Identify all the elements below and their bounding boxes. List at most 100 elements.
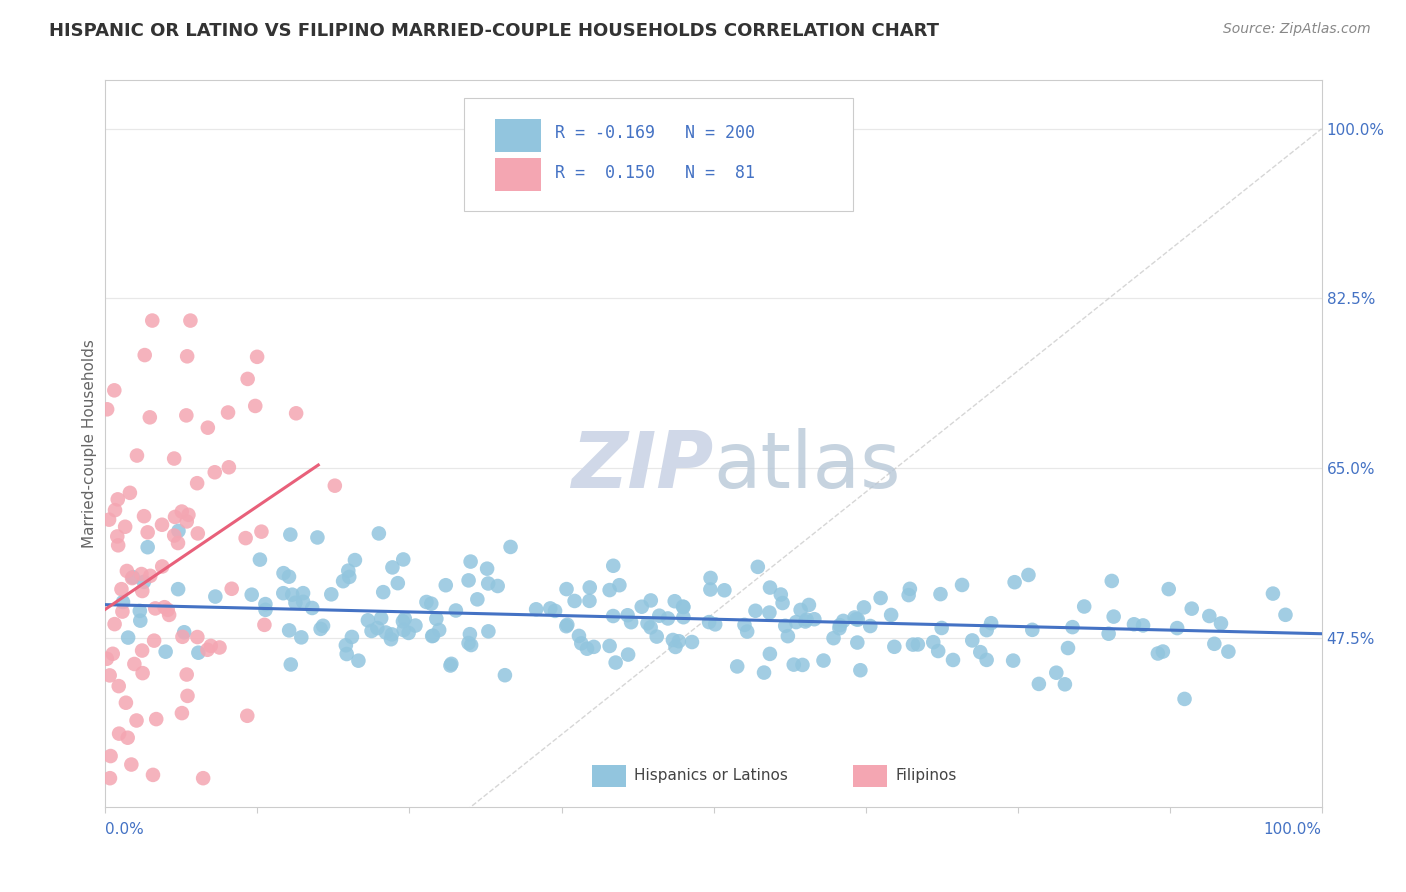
Point <box>176 667 198 681</box>
Point <box>204 590 226 604</box>
Point <box>664 594 686 608</box>
Point <box>1045 665 1067 680</box>
Point <box>672 600 695 615</box>
Point <box>197 420 219 434</box>
Point <box>672 610 695 624</box>
Point <box>176 689 198 703</box>
Point <box>440 657 463 671</box>
Point <box>398 626 420 640</box>
Point <box>111 595 134 609</box>
Point <box>568 629 591 643</box>
Point <box>620 615 643 630</box>
Point <box>759 581 782 595</box>
Point <box>167 582 190 596</box>
Point <box>139 410 162 425</box>
Point <box>640 593 662 607</box>
Point <box>98 513 121 527</box>
Point <box>278 569 301 583</box>
Point <box>950 578 973 592</box>
Point <box>167 524 190 538</box>
Point <box>759 647 782 661</box>
Point <box>115 564 138 578</box>
Point <box>415 595 437 609</box>
Point <box>1073 599 1095 614</box>
Point <box>278 527 301 541</box>
Point <box>105 529 128 543</box>
Point <box>645 630 668 644</box>
Point <box>323 478 346 492</box>
Point <box>104 617 127 632</box>
Point <box>176 515 198 529</box>
Point <box>1017 568 1039 582</box>
Point <box>785 615 807 629</box>
Point <box>98 771 121 785</box>
Point <box>576 641 599 656</box>
Point <box>486 579 509 593</box>
Point <box>846 635 869 649</box>
Point <box>569 636 592 650</box>
Point <box>1157 582 1180 596</box>
Point <box>235 531 257 545</box>
Point <box>605 656 627 670</box>
Point <box>668 634 690 648</box>
Point <box>538 601 561 615</box>
Point <box>370 611 392 625</box>
Point <box>1173 692 1195 706</box>
Point <box>789 603 811 617</box>
Point <box>367 526 389 541</box>
Point <box>142 768 165 782</box>
Point <box>922 635 945 649</box>
Point <box>114 520 136 534</box>
Point <box>208 640 231 655</box>
Point <box>131 643 153 657</box>
Point <box>1101 574 1123 588</box>
Point <box>240 588 263 602</box>
Point <box>278 624 301 638</box>
Point <box>360 624 382 638</box>
Point <box>725 659 748 673</box>
Bar <box>495 158 541 191</box>
Point <box>374 625 396 640</box>
Point <box>249 552 271 566</box>
Point <box>637 616 659 631</box>
Point <box>735 624 758 639</box>
Point <box>176 409 198 423</box>
Point <box>672 599 695 614</box>
Point <box>132 574 155 589</box>
Point <box>823 631 845 645</box>
Point <box>704 617 727 632</box>
Point <box>163 510 186 524</box>
Point <box>186 630 208 644</box>
Point <box>218 460 240 475</box>
Point <box>499 540 522 554</box>
Point <box>117 631 139 645</box>
Point <box>969 645 991 659</box>
Point <box>1123 617 1146 632</box>
Point <box>1062 620 1084 634</box>
Bar <box>853 765 887 787</box>
Point <box>392 552 415 566</box>
Point <box>460 555 482 569</box>
Point <box>747 560 769 574</box>
Point <box>630 599 652 614</box>
Point <box>699 571 721 585</box>
Point <box>177 508 200 522</box>
Text: Filipinos: Filipinos <box>896 769 957 783</box>
Point <box>794 615 817 629</box>
Point <box>170 706 193 720</box>
Point <box>420 597 443 611</box>
Point <box>103 384 125 398</box>
Point <box>844 610 866 624</box>
Point <box>153 600 176 615</box>
Point <box>1004 575 1026 590</box>
Point <box>796 613 818 627</box>
Point <box>121 571 143 585</box>
Point <box>772 596 794 610</box>
Point <box>150 517 173 532</box>
Point <box>250 524 273 539</box>
Point <box>104 503 127 517</box>
Point <box>602 558 624 573</box>
Point <box>136 540 159 554</box>
Point <box>555 617 578 632</box>
Point <box>883 640 905 654</box>
